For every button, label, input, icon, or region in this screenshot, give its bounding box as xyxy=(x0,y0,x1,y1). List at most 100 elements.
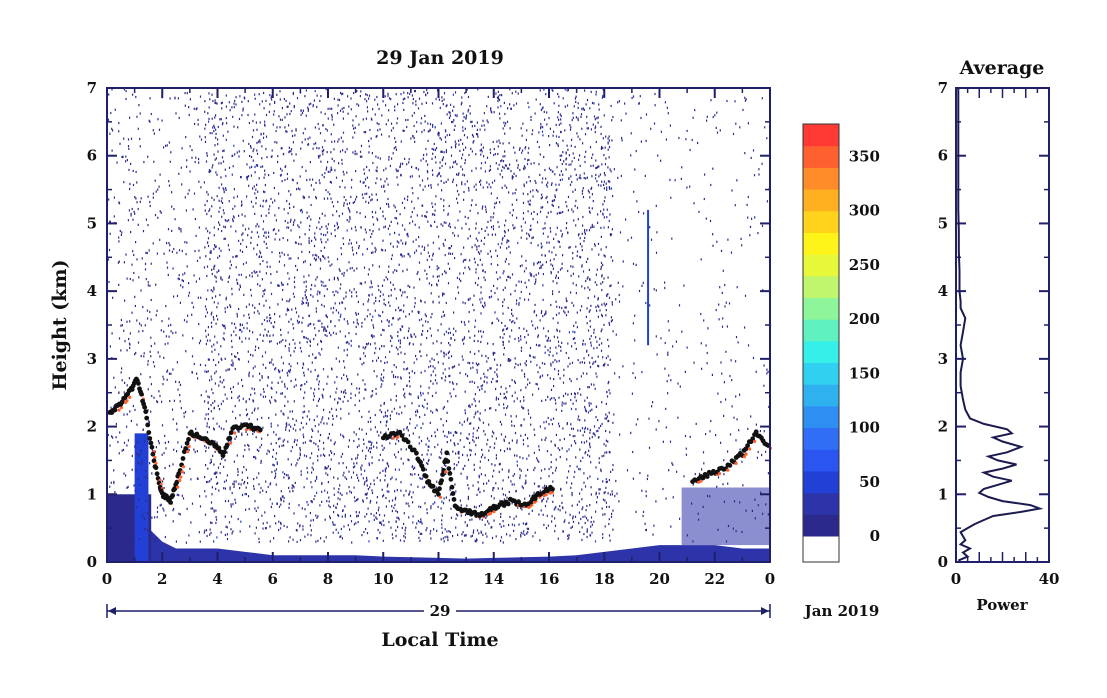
heatmap-speckle xyxy=(442,362,444,365)
heatmap-speckle xyxy=(458,450,460,453)
heatmap-speckle xyxy=(545,312,547,315)
heatmap-speckle xyxy=(287,212,289,215)
heatmap-speckle xyxy=(505,164,507,167)
heatmap-speckle xyxy=(397,451,399,454)
heatmap-speckle xyxy=(214,335,216,338)
heatmap-speckle xyxy=(448,530,450,533)
heatmap-speckle xyxy=(340,407,342,410)
heatmap-speckle xyxy=(590,226,592,229)
heatmap-speckle xyxy=(380,377,382,380)
heatmap-speckle xyxy=(395,366,397,369)
heatmap-speckle xyxy=(494,371,496,374)
heatmap-speckle xyxy=(550,168,552,172)
heatmap-speckle xyxy=(544,362,546,365)
heatmap-speckle xyxy=(524,362,526,365)
heatmap-speckle xyxy=(329,468,331,471)
heatmap-speckle xyxy=(533,275,535,278)
heatmap-speckle xyxy=(475,540,477,543)
heatmap-speckle xyxy=(493,519,495,522)
heatmap-speckle xyxy=(270,292,273,296)
heatmap-speckle xyxy=(560,122,562,125)
heatmap-speckle xyxy=(602,147,604,150)
heatmap-speckle xyxy=(337,112,339,115)
heatmap-speckle xyxy=(221,197,223,200)
heatmap-speckle xyxy=(558,396,560,399)
heatmap-speckle xyxy=(281,298,283,301)
heatmap-speckle xyxy=(579,154,581,157)
heatmap-speckle xyxy=(271,502,273,505)
heatmap-speckle xyxy=(227,499,230,503)
heatmap-speckle xyxy=(469,112,471,115)
heatmap-speckle xyxy=(456,197,458,200)
heatmap-speckle xyxy=(463,337,465,340)
heatmap-speckle xyxy=(395,496,397,499)
heatmap-speckle xyxy=(571,525,573,528)
heatmap-speckle xyxy=(290,463,292,466)
heatmap-speckle xyxy=(564,306,566,309)
heatmap-speckle xyxy=(483,155,485,158)
heatmap-speckle xyxy=(387,483,389,486)
heatmap-speckle xyxy=(547,416,549,420)
heatmap-speckle xyxy=(359,282,361,285)
heatmap-speckle xyxy=(389,414,391,417)
heatmap-speckle xyxy=(396,240,398,243)
heatmap-speckle xyxy=(263,91,265,95)
heatmap-speckle xyxy=(382,249,384,252)
heatmap-speckle xyxy=(310,534,312,537)
heatmap-speckle xyxy=(253,148,255,151)
heatmap-speckle xyxy=(274,141,276,144)
heatmap-speckle xyxy=(263,304,265,307)
heatmap-speckle xyxy=(405,448,407,451)
heatmap-speckle xyxy=(506,279,508,282)
heatmap-speckle xyxy=(552,292,554,296)
heatmap-speckle xyxy=(348,486,350,489)
heatmap-speckle xyxy=(294,241,297,244)
heatmap-speckle xyxy=(528,175,530,179)
heatmap-speckle xyxy=(486,376,488,379)
heatmap-speckle xyxy=(211,205,213,208)
heatmap-speckle xyxy=(235,355,237,358)
heatmap-speckle xyxy=(461,540,463,543)
heatmap-speckle xyxy=(412,343,414,346)
heatmap-speckle xyxy=(366,106,368,109)
heatmap-speckle xyxy=(586,277,588,280)
heatmap-speckle xyxy=(570,526,572,529)
heatmap-speckle xyxy=(243,293,245,296)
heatmap-speckle xyxy=(611,493,613,496)
heatmap-speckle xyxy=(357,521,359,524)
heatmap-speckle xyxy=(251,275,253,278)
heatmap-speckle xyxy=(591,225,593,229)
heatmap-speckle xyxy=(423,248,425,251)
heatmap-speckle xyxy=(340,313,342,316)
heatmap-speckle xyxy=(394,231,396,235)
heatmap-speckle xyxy=(579,138,581,141)
heatmap-speckle xyxy=(214,116,216,119)
heatmap-speckle xyxy=(582,187,584,190)
heatmap-speckle xyxy=(431,434,433,438)
heatmap-speckle xyxy=(420,520,422,523)
heatmap-speckle xyxy=(547,336,550,339)
heatmap-speckle xyxy=(590,383,592,386)
heatmap-speckle xyxy=(240,422,242,425)
heatmap-speckle xyxy=(383,524,385,527)
heatmap-speckle xyxy=(295,307,297,310)
heatmap-speckle xyxy=(381,383,383,386)
heatmap-speckle xyxy=(372,223,375,226)
heatmap-speckle xyxy=(213,288,215,291)
heatmap-speckle xyxy=(554,530,556,533)
heatmap-speckle xyxy=(600,282,602,285)
heatmap-speckle xyxy=(391,509,393,513)
heatmap-speckle xyxy=(503,333,505,336)
heatmap-speckle xyxy=(381,523,383,526)
heatmap-speckle xyxy=(390,220,392,223)
heatmap-speckle xyxy=(393,375,395,379)
heatmap-speckle xyxy=(302,109,304,112)
heatmap-speckle xyxy=(213,301,215,304)
heatmap-speckle xyxy=(382,215,384,218)
heatmap-speckle xyxy=(575,321,577,324)
heatmap-speckle xyxy=(527,151,529,154)
heatmap-speckle xyxy=(237,470,239,473)
heatmap-speckle xyxy=(400,489,402,492)
heatmap-speckle xyxy=(408,253,410,256)
heatmap-speckle xyxy=(428,458,430,461)
